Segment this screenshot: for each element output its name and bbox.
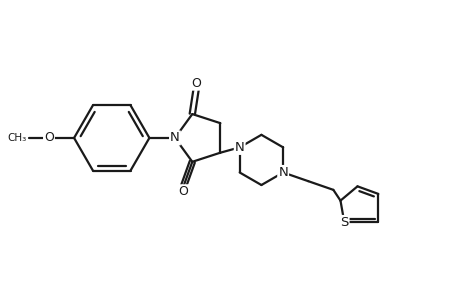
Text: O: O <box>178 185 188 198</box>
Text: N: N <box>234 141 244 154</box>
Text: O: O <box>44 131 54 144</box>
Text: N: N <box>170 131 179 144</box>
Text: O: O <box>191 77 201 90</box>
Text: S: S <box>339 216 348 229</box>
Text: CH₃: CH₃ <box>7 133 26 143</box>
Text: N: N <box>278 166 287 179</box>
